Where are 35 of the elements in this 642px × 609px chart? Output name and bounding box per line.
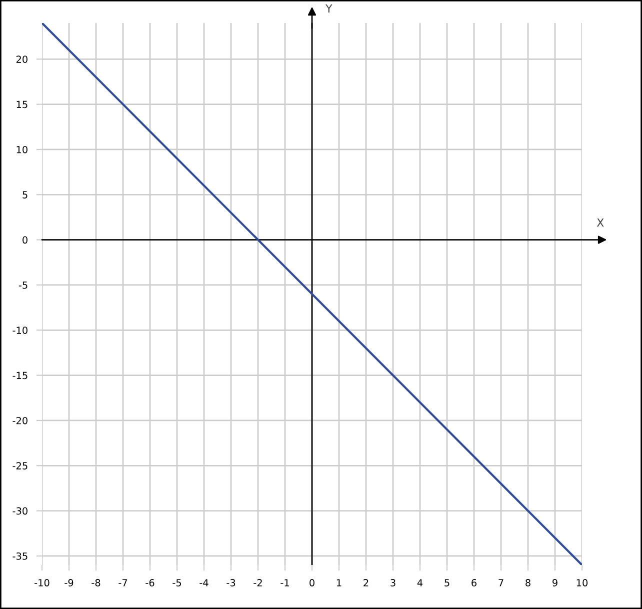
y-tick-label: -30 <box>12 507 28 515</box>
y-tick-label: 5 <box>22 191 28 198</box>
y-tick-label: -25 <box>12 462 28 470</box>
x-tick-label: 9 <box>552 579 558 586</box>
y-axis-title: Y <box>325 4 332 12</box>
y-tick-label: 20 <box>16 56 28 63</box>
x-tick-label: -4 <box>200 579 208 586</box>
x-tick-label: 2 <box>364 579 368 586</box>
x-tick-label: -3 <box>226 579 236 586</box>
y-tick-label: 15 <box>16 100 28 108</box>
x-tick-label: 8 <box>526 579 530 586</box>
y-tick-label: -35 <box>12 552 28 560</box>
x-tick-label: -8 <box>92 579 100 586</box>
x-tick-label: -10 <box>34 579 50 586</box>
x-tick-label: -1 <box>280 579 289 586</box>
x-tick-label: -2 <box>254 579 262 586</box>
x-axis-title: X <box>596 218 604 227</box>
x-tick-label: 4 <box>417 579 423 586</box>
y-tick-label: -5 <box>18 282 28 289</box>
y-tick-label: 10 <box>16 146 28 154</box>
x-tick-label: 7 <box>498 579 504 586</box>
x-tick-label: 0 <box>310 579 314 586</box>
y-tick-label: -10 <box>12 326 28 334</box>
x-tick-label: 5 <box>444 579 450 586</box>
x-tick-label: 1 <box>336 579 342 586</box>
y-tick-label: -20 <box>12 416 28 424</box>
x-tick-label: 6 <box>472 579 476 586</box>
x-tick-label: 10 <box>576 579 588 586</box>
x-tick-label: 3 <box>390 579 396 586</box>
y-tick-label: 0 <box>22 236 28 244</box>
x-tick-label: -5 <box>172 579 181 586</box>
x-tick-label: -6 <box>146 579 154 586</box>
x-tick-label: -9 <box>64 579 74 586</box>
y-tick-label: -15 <box>12 372 28 380</box>
x-tick-label: -7 <box>118 579 128 586</box>
